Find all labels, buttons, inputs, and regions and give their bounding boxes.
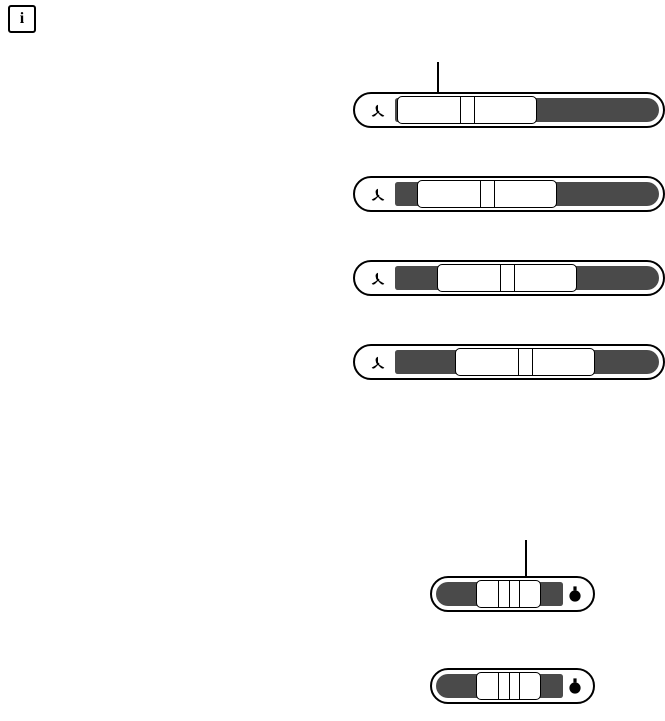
bulb-icon [567,678,583,703]
knob-notch [494,181,495,207]
bulb-icon [567,586,583,611]
info-label: i [20,10,24,28]
knob-notch [480,181,481,207]
knob-notch [519,673,520,699]
slider-knob[interactable] [476,672,541,700]
knob-notch [500,265,501,291]
slider-knob[interactable] [437,264,577,292]
slider-knob[interactable] [476,580,541,608]
pointer-line [437,62,439,92]
knob-notch [498,581,499,607]
knob-notch [460,97,461,123]
fan-slider[interactable] [353,92,665,128]
info-icon: i [8,5,36,33]
knob-notch [509,581,510,607]
pointer-line [525,540,527,576]
knob-notch [498,673,499,699]
knob-notch [532,349,533,375]
knob-notch [474,97,475,123]
light-slider[interactable] [430,576,595,612]
light-slider[interactable] [430,668,595,704]
knob-notch [514,265,515,291]
fan-slider[interactable] [353,260,665,296]
fan-icon [369,355,387,373]
slider-knob[interactable] [397,96,537,124]
knob-notch [519,581,520,607]
slider-knob[interactable] [455,348,595,376]
fan-icon [369,271,387,289]
slider-knob[interactable] [417,180,557,208]
fan-slider[interactable] [353,344,665,380]
fan-slider[interactable] [353,176,665,212]
knob-notch [518,349,519,375]
fan-icon [369,103,387,121]
knob-notch [509,673,510,699]
fan-icon [369,187,387,205]
